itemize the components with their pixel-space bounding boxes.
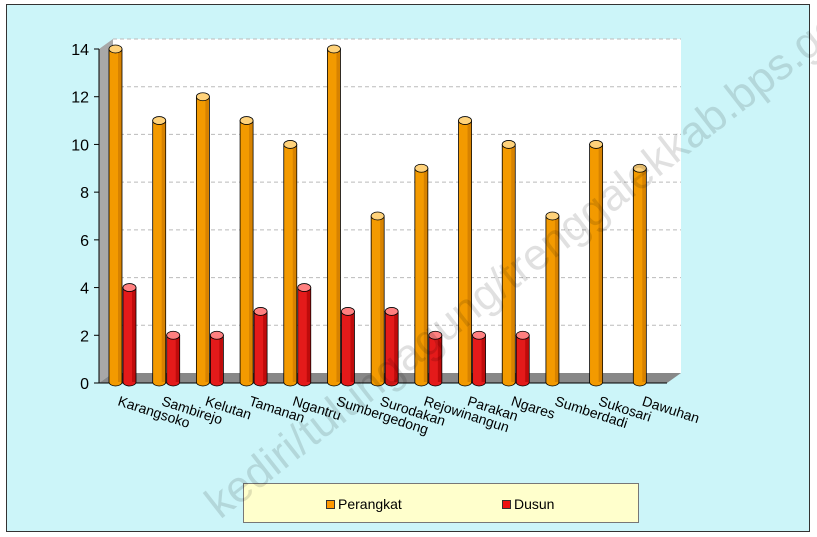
legend-item-dusun: Dusun bbox=[502, 496, 554, 512]
legend-swatch-dusun bbox=[502, 499, 511, 509]
bar-perangkat bbox=[545, 211, 560, 387]
bar-dusun bbox=[297, 283, 312, 387]
y-tick-label: 12 bbox=[71, 90, 89, 107]
bar-perangkat bbox=[239, 116, 254, 387]
legend-label-dusun: Dusun bbox=[514, 496, 555, 512]
bar-dusun bbox=[428, 330, 443, 387]
y-tick-label: 0 bbox=[80, 376, 89, 393]
chart-area: 0 2 4 6 8 10 12 14 Karangsoko Sambirejo Kelutan Tam… bbox=[6, 4, 810, 532]
bar-perangkat bbox=[370, 211, 385, 387]
bar-perangkat bbox=[501, 140, 516, 387]
bar-perangkat bbox=[283, 140, 298, 387]
bar-dusun bbox=[472, 330, 486, 387]
bar-perangkat bbox=[327, 44, 341, 387]
bar-dusun bbox=[166, 330, 181, 387]
y-tick-label: 4 bbox=[80, 281, 89, 298]
bar-dusun bbox=[122, 283, 137, 387]
y-tick-label: 14 bbox=[71, 42, 89, 59]
legend-swatch-perangkat bbox=[326, 499, 335, 509]
bar-dusun bbox=[341, 307, 355, 387]
legend-label-perangkat: Perangkat bbox=[338, 496, 402, 512]
bar-dusun bbox=[515, 330, 530, 387]
bar-perangkat bbox=[458, 116, 472, 387]
bar-perangkat bbox=[632, 163, 647, 387]
bar-perangkat bbox=[108, 44, 123, 387]
bar-perangkat bbox=[195, 92, 210, 387]
y-tick-label: 10 bbox=[71, 137, 89, 154]
bar-dusun bbox=[253, 307, 268, 387]
bar-dusun bbox=[209, 330, 224, 387]
bar-perangkat bbox=[589, 140, 604, 387]
legend: Perangkat Dusun bbox=[243, 483, 639, 523]
legend-item-perangkat: Perangkat bbox=[326, 496, 402, 512]
bar-perangkat bbox=[152, 116, 167, 387]
back-wall bbox=[113, 39, 681, 373]
y-tick-label: 2 bbox=[80, 328, 89, 345]
bar-chart: 02468101214KarangsokoSambirejoKelutanTam… bbox=[71, 38, 702, 437]
bar-dusun bbox=[384, 307, 399, 387]
y-tick-label: 8 bbox=[80, 185, 89, 202]
bar-perangkat bbox=[414, 163, 429, 387]
y-tick-label: 6 bbox=[80, 233, 89, 250]
